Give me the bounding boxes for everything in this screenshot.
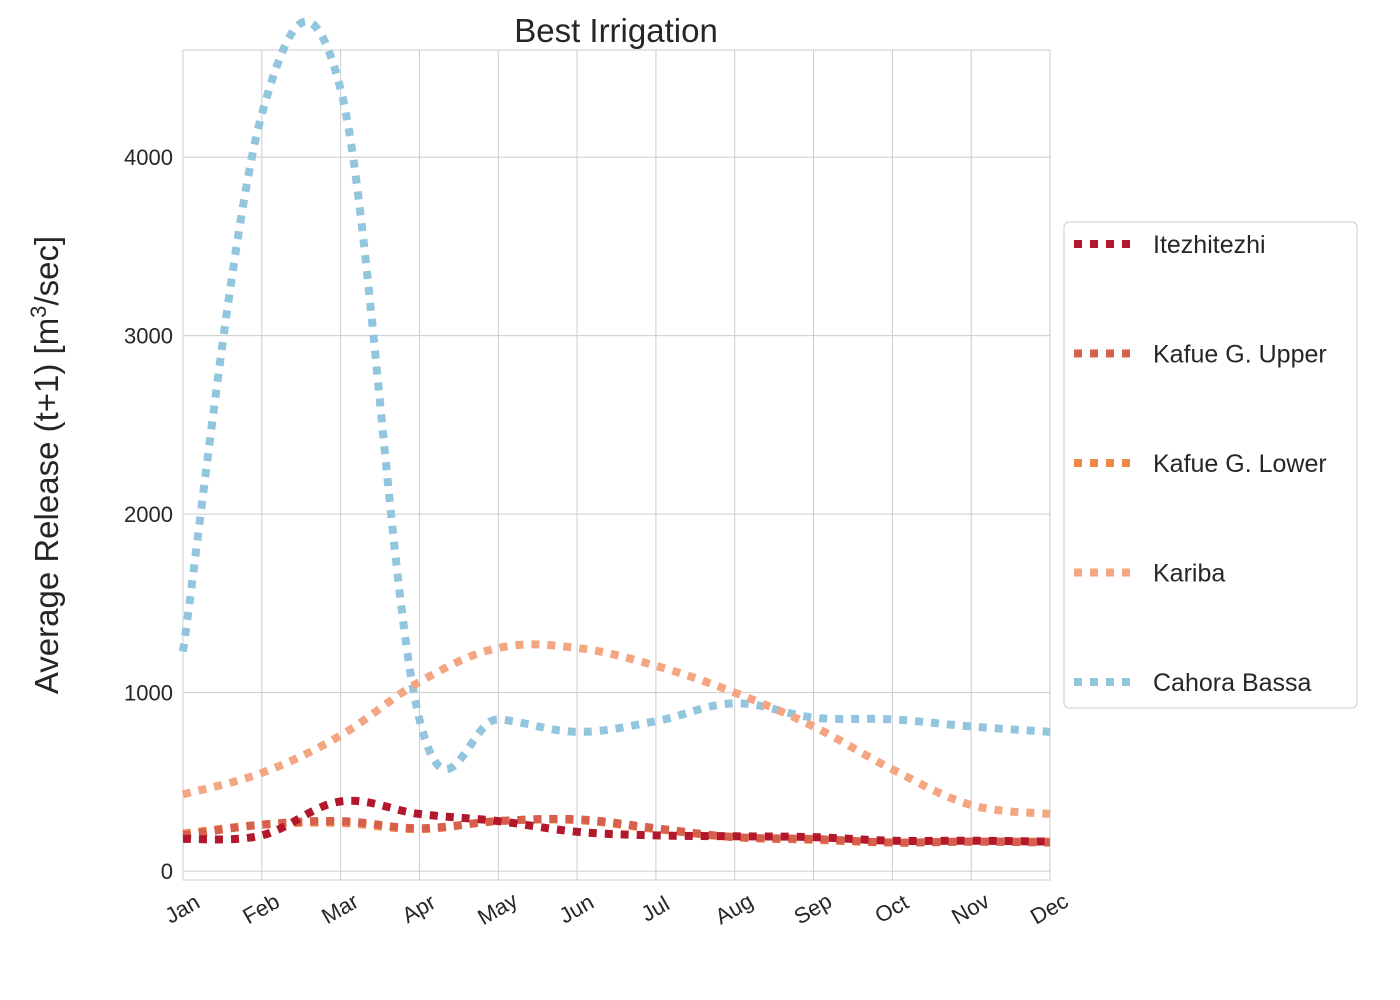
series-layer [179, 17, 1051, 847]
y-axis-label-tail: /sec] [28, 236, 65, 306]
chart-title: Best Irrigation [514, 12, 718, 49]
x-tick-label: Aug [711, 888, 757, 929]
legend-label: Kafue G. Lower [1153, 450, 1327, 478]
legend: Itezhitezhi Kafue G. Upper Kafue G. Lower K… [1063, 221, 1358, 709]
legend-label: Cahora Bassa [1153, 669, 1312, 697]
legend-item: Kafue G. Upper [1074, 341, 1327, 369]
y-axis: 0 1000 2000 3000 4000 [124, 145, 173, 884]
x-tick-label: Jul [637, 891, 674, 927]
y-tick-label: 1000 [124, 681, 173, 706]
series-itezhitezhi [182, 796, 1051, 846]
y-tick-label: 3000 [124, 324, 173, 349]
legend-item: Cahora Bassa [1074, 669, 1312, 697]
series-kariba [181, 640, 1051, 818]
y-tick-label: 4000 [124, 145, 173, 170]
legend-label: Itezhitezhi [1153, 231, 1266, 259]
grid [182, 49, 1051, 881]
plot-frame [182, 49, 1051, 881]
x-tick-label: Feb [238, 888, 283, 929]
x-tick-label: Dec [1026, 888, 1072, 929]
legend-box [1063, 221, 1358, 709]
series-line [182, 796, 1051, 846]
series-line [181, 640, 1051, 818]
x-tick-label: May [473, 887, 521, 929]
legend-label: Kariba [1153, 560, 1225, 588]
series-cahora-bassa [179, 17, 1051, 774]
x-tick-label: Jun [555, 889, 598, 928]
legend-label: Kafue G. Upper [1153, 341, 1327, 369]
x-tick-label: Nov [947, 888, 993, 929]
y-axis-label-main: Average Release (t+1) [m [28, 318, 65, 694]
series-line [182, 814, 1051, 847]
legend-item: Kafue G. Lower [1074, 450, 1327, 478]
legend-item: Kariba [1074, 560, 1225, 588]
legend-item: Itezhitezhi [1074, 231, 1266, 259]
y-tick-label: 0 [161, 859, 173, 884]
y-axis-label: Average Release (t+1) [m3/sec] [26, 236, 65, 694]
series-kafue-g-upper [182, 814, 1051, 847]
x-tick-label: Sep [790, 888, 836, 929]
series-line [179, 17, 1051, 774]
x-tick-label: Apr [398, 889, 440, 928]
x-axis: Jan Feb Mar Apr May Jun Jul Aug Sep Oct Nov Dec [161, 887, 1073, 929]
x-tick-label: Mar [317, 888, 362, 929]
x-tick-label: Jan [161, 889, 204, 928]
y-axis-label-superscript: 3 [26, 306, 51, 318]
y-tick-label: 2000 [124, 502, 173, 527]
x-tick-label: Oct [871, 889, 913, 928]
